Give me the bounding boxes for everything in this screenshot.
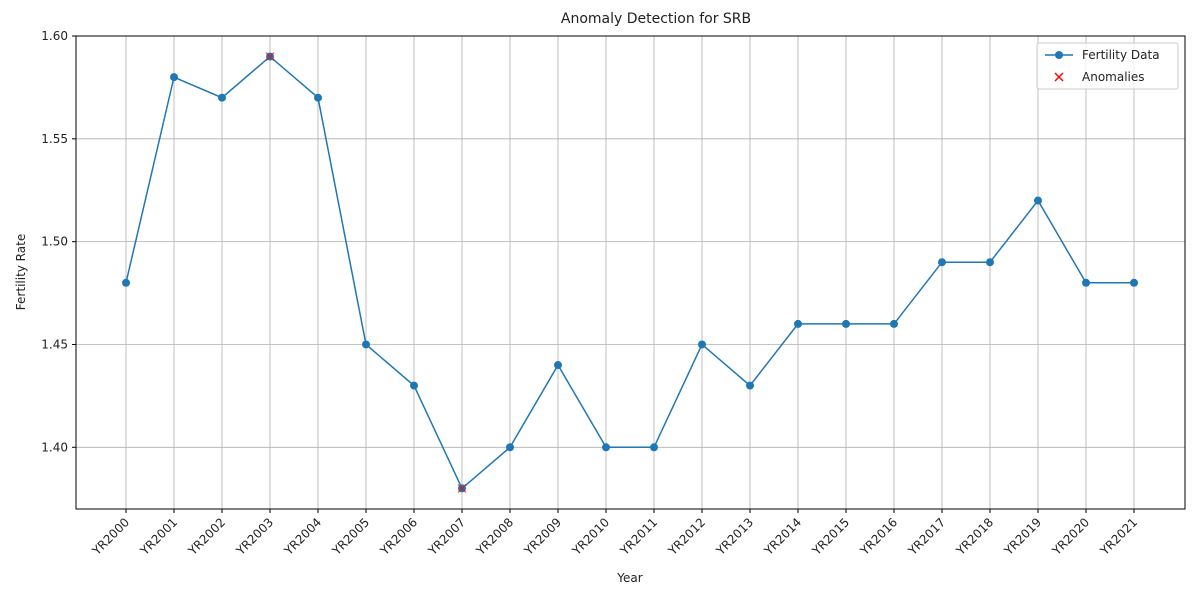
- x-tick-label: YR2014: [761, 515, 804, 558]
- data-point: [314, 93, 322, 102]
- grid-lines: [76, 35, 1185, 509]
- data-point: [170, 73, 178, 82]
- x-tick-label: YR2007: [425, 515, 468, 558]
- plot-frame: [75, 35, 1186, 510]
- data-point: [506, 443, 514, 452]
- data-point: [362, 340, 370, 349]
- x-tick-label: YR2013: [713, 515, 756, 558]
- x-tick-label: YR2010: [569, 515, 612, 558]
- x-tick-label: YR2015: [809, 515, 852, 558]
- x-tick-label: YR2000: [89, 515, 132, 558]
- data-point: [842, 319, 850, 328]
- x-tick-label: YR2004: [281, 515, 324, 558]
- series-line-fertility-data: [125, 55, 1134, 490]
- x-axis: YR2000 YR2001 YR2002 YR2003 YR2004 YR2005 YR20…: [89, 509, 1140, 559]
- x-tick-label: YR2016: [857, 515, 900, 558]
- data-point: [938, 258, 946, 267]
- x-tick-label: YR2003: [233, 515, 276, 558]
- x-tick-label: YR2020: [1049, 515, 1092, 558]
- data-point: [1034, 196, 1042, 205]
- data-point: [890, 319, 898, 328]
- legend: Fertility Data Anomalies: [1036, 42, 1179, 90]
- legend-entry-anomalies: Anomalies: [1082, 70, 1145, 84]
- y-tick-label: 1.55: [41, 132, 68, 146]
- data-point: [986, 258, 994, 267]
- y-tick-label: 1.40: [41, 440, 68, 454]
- data-point: [410, 381, 418, 390]
- y-tick-label: 1.60: [41, 29, 68, 43]
- data-point: [554, 361, 562, 370]
- x-tick-label: YR2006: [377, 515, 420, 558]
- legend-x-marker: [1054, 72, 1064, 82]
- y-tick-label: 1.50: [41, 235, 68, 249]
- data-point: [602, 443, 610, 452]
- x-tick-label: YR2002: [185, 515, 228, 558]
- x-tick-label: YR2005: [329, 515, 372, 558]
- legend-entry-fertility-data: Fertility Data: [1082, 48, 1160, 62]
- anomaly-marker: [457, 483, 467, 493]
- data-point: [746, 381, 754, 390]
- x-tick-label: YR2021: [1097, 515, 1140, 558]
- data-point: [650, 443, 658, 452]
- x-tick-label: YR2008: [473, 515, 516, 558]
- data-point: [122, 278, 130, 287]
- x-tick-label: YR2017: [905, 515, 948, 558]
- plot-marks: [122, 52, 1138, 493]
- x-tick-label: YR2012: [665, 515, 708, 558]
- y-axis-label: Fertility Rate: [14, 234, 28, 310]
- data-point: [218, 93, 226, 102]
- x-tick-label: YR2009: [521, 515, 564, 558]
- chart-title: Anomaly Detection for SRB: [561, 11, 751, 27]
- x-tick-label: YR2011: [617, 515, 660, 558]
- y-axis: 1.40 1.45 1.50 1.55 1.60: [41, 29, 76, 454]
- x-tick-label: YR2001: [137, 515, 180, 558]
- data-point: [1082, 278, 1090, 287]
- x-axis-label: Year: [616, 571, 642, 585]
- x-tick-label: YR2018: [953, 515, 996, 558]
- data-point: [1130, 278, 1138, 287]
- y-tick-label: 1.45: [41, 337, 68, 351]
- legend-circle-marker: [1055, 51, 1063, 59]
- anomaly-marker: [265, 52, 275, 62]
- data-point: [698, 340, 706, 349]
- x-tick-label: YR2019: [1001, 515, 1044, 558]
- data-point: [794, 319, 802, 328]
